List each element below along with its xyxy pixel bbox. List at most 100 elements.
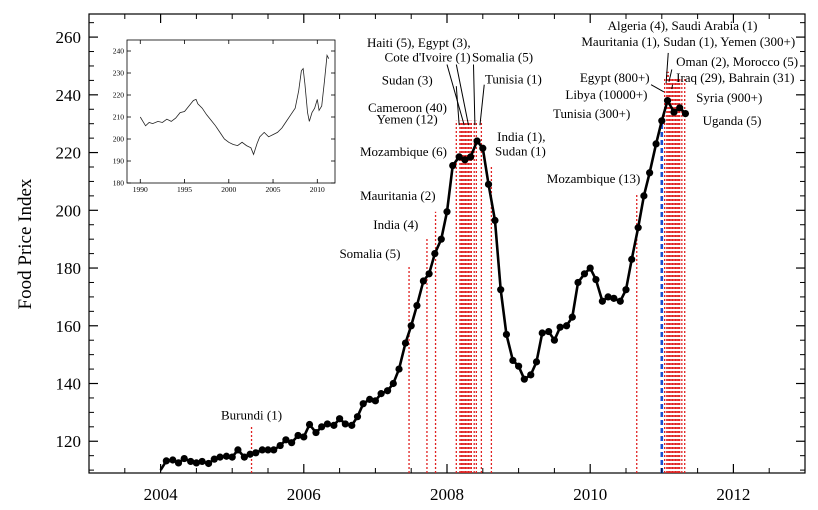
inset-y-tick-label: 210 [113,113,125,122]
data-point [323,420,332,428]
data-point [491,216,499,225]
inset-frame [126,39,336,184]
data-point [568,313,576,321]
data-point [461,156,469,164]
data-point [192,459,200,467]
data-point [318,423,326,431]
event-annotation: Cote d'Ivoire (1) [385,50,471,65]
event-annotation: Burundi (1) [221,408,282,423]
data-point [240,453,248,461]
event-annotation: Iraq (29), Bahrain (31) [676,70,794,85]
data-point [670,108,678,116]
event-annotation: Somalia (5) [472,50,533,65]
event-annotation: Yemen (12) [377,112,438,127]
event-annotation: Tunisia (300+) [553,106,630,121]
data-point [395,365,403,373]
data-point [473,137,481,145]
data-point [467,153,475,161]
annotation-pointer [671,84,674,90]
data-point [407,322,415,330]
annotation-pointer [668,69,673,82]
inset-y-tick-label: 200 [113,135,125,144]
data-point [502,330,511,339]
data-point [443,208,451,216]
event-annotation: Mauritania (2) [360,188,435,203]
data-point [276,441,284,450]
data-point [592,275,600,284]
event-annotation: Egypt (800+) [580,70,650,85]
inset-x-tick-label: 2000 [221,185,236,194]
data-point [449,161,457,170]
event-annotation: India (4) [373,217,418,232]
event-annotation: Haiti (5), Egypt (3), [367,35,471,50]
data-point [348,421,356,429]
data-point [216,453,224,461]
data-point [389,379,397,388]
data-point [305,420,314,429]
data-point [598,297,606,305]
data-point [366,395,374,403]
data-point [425,270,433,278]
axes: 2004 2006 2008 2010 2012 120 140 160 180 200 220 24… [56,14,806,504]
data-point [162,457,170,465]
inset-chart: 1990 1995 2000 2005 2010 180 190 200 210 220 230 24… [113,39,336,194]
data-point [258,446,266,454]
data-point [663,97,672,105]
inset-y-tick-label: 220 [113,91,125,100]
data-point [198,457,206,466]
event-annotation: Sudan (3) [382,73,433,88]
inset-x-tick-label: 2010 [310,185,325,194]
data-point [538,329,546,337]
data-point [174,459,183,467]
data-point [312,428,320,437]
annotation-pointer [665,52,669,84]
data-point [371,397,379,405]
event-annotation: Libya (10000+) [565,87,647,102]
data-point [288,439,296,447]
inset-x-tick-label: 1990 [133,185,148,194]
data-point [455,153,463,161]
data-point [658,117,666,125]
data-point [574,278,582,287]
data-point [509,356,517,365]
data-point [222,452,231,460]
event-annotation: Uganda (5) [703,113,762,128]
inset-y-tick-label: 230 [113,69,125,78]
data-point [246,450,254,458]
inset-y-tick-label: 190 [113,157,125,166]
data-point [616,297,624,305]
data-point [604,293,612,301]
data-point [264,446,272,454]
data-point [228,453,236,461]
inset-series-line [139,54,330,156]
y-tick-label: 220 [56,144,82,163]
data-point [550,336,559,344]
inset-x-tick-label: 1995 [177,185,192,194]
data-point [681,109,690,118]
y-tick-label: 200 [56,201,82,220]
event-annotation: Mauritania (1), Sudan (1), Yemen (300+) [581,34,795,49]
inset-y-tick-label: 180 [113,179,125,188]
data-point [527,371,535,379]
event-annotation: Cameroon (40) [368,100,447,115]
data-point [497,286,505,294]
data-point [556,323,564,331]
x-tick-label: 2008 [430,485,464,504]
annotation-pointer [455,64,469,126]
data-point [336,415,344,423]
food-price-series [159,97,690,471]
event-annotation: Mozambique (6) [360,144,447,159]
data-point [437,235,445,243]
data-point [640,192,648,200]
y-tick-label: 240 [56,86,82,105]
data-point [401,339,410,347]
annotation-pointer [479,84,485,126]
data-point [187,457,195,466]
data-point [359,400,367,408]
x-tick-label: 2010 [573,485,607,504]
data-point [180,454,188,463]
data-point [520,375,528,383]
annotation-pointers [446,52,674,126]
event-annotation: Oman (2), Morocco (5) [676,54,798,69]
data-point [300,433,308,441]
